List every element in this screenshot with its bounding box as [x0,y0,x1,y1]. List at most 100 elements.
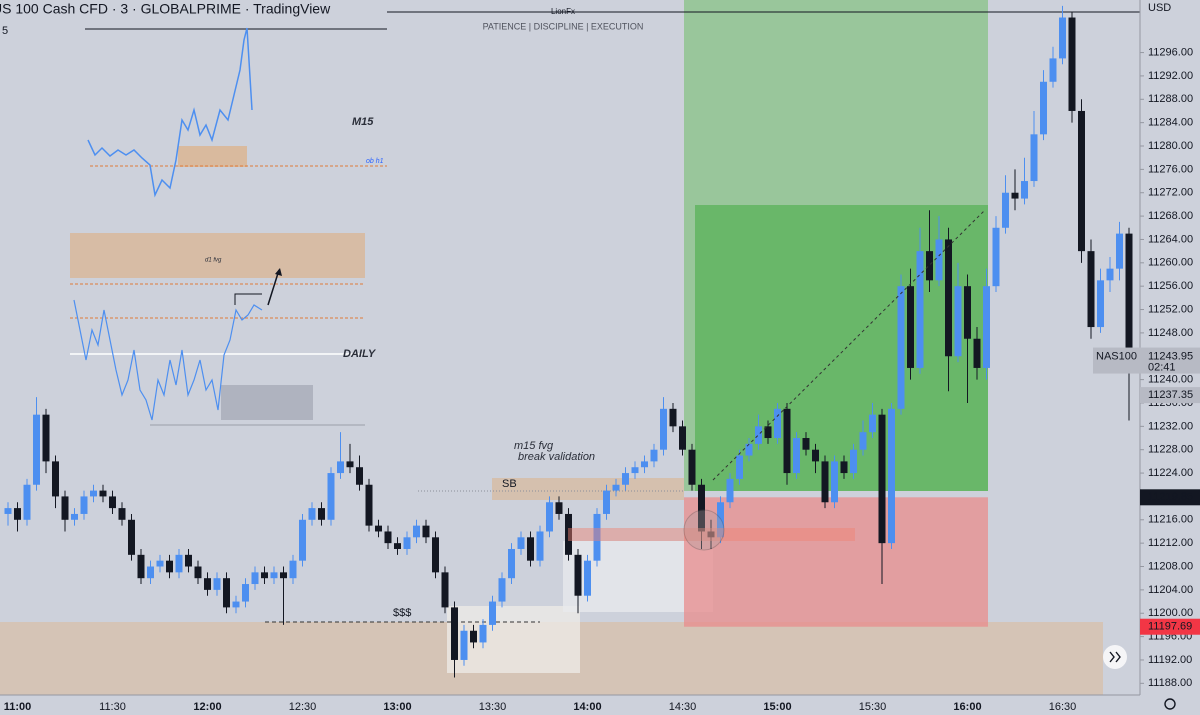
candle-body [1078,110,1085,252]
candle-body [650,449,658,462]
inset-line [234,293,262,305]
candle-body [99,490,107,497]
candle-body [4,508,12,514]
y-tick-label: 11268.00 [1148,210,1193,222]
candle-body [1021,181,1028,199]
candle-body [33,414,40,485]
candle-body [527,537,534,561]
watermark-tagline: PATIENCE | DISCIPLINE | EXECUTION [483,21,644,31]
settings-button[interactable] [1164,698,1176,710]
candle-body [280,572,287,579]
candle-body [660,408,667,450]
drawings-front: US 100 Cash CFD · 3 · GLOBALPRIME · Trad… [0,1,986,619]
highlight-box [447,606,580,673]
candle-body [612,484,620,491]
y-tick-label: 11288.00 [1148,93,1193,105]
price-tag [1140,489,1200,506]
price-tag-label: 11219.85 [1148,491,1193,503]
annotation: M15 [352,116,374,128]
candle-body [346,461,354,468]
candle-body [878,414,886,544]
candle-body [888,408,895,544]
candle-body [1068,17,1076,111]
candle-body [327,473,335,520]
y-tick-label: 11204.00 [1148,584,1193,596]
entry-circle [683,509,725,551]
x-tick-label: 11:00 [4,701,32,713]
target-zone-inner [695,205,988,491]
candle-body [422,525,430,538]
candle-body [109,496,116,509]
candle-body [1040,81,1047,135]
inset-price [87,27,253,198]
candle-body [935,239,943,281]
candle-body [137,554,145,579]
inset-price [73,299,263,421]
symbol-title: US 100 Cash CFD · 3 · GLOBALPRIME · Trad… [0,1,331,17]
candle-body [593,513,601,561]
annotation: m15 fvg [514,440,554,452]
y-tick-label: 11264.00 [1148,233,1193,245]
candles [4,5,1133,678]
candle-body [669,408,677,427]
interval-badge[interactable]: 5 [2,25,8,37]
candle-body [812,449,819,462]
scroll-button[interactable] [1103,645,1127,669]
candle-body [337,461,344,474]
candle-body [698,484,705,532]
candle-body [23,484,31,520]
annotation: DAILY [343,348,377,360]
candle-body [356,467,363,485]
candle-body [546,502,553,532]
candle-body [954,286,962,357]
candle-body [1125,233,1133,357]
fvg-box [568,528,855,541]
y-tick-label: 11208.00 [1148,560,1193,572]
candle-body [470,630,477,643]
candle-body [118,508,126,520]
candle-body [641,461,648,468]
y-tick-label: 11292.00 [1148,70,1193,82]
candle-body [755,426,762,444]
candle-body [80,496,88,514]
x-tick-label: 12:00 [193,701,221,713]
candle-body [498,578,506,602]
candle-body [717,502,724,538]
candle-body [1097,280,1104,328]
y-tick-label: 11276.00 [1148,163,1193,175]
candle-body [242,584,249,602]
y-tick-label: 11240.00 [1148,374,1193,386]
candle-body [14,508,21,520]
candle-body [973,338,981,368]
countdown-label: 02:41 [1148,361,1176,373]
candle-body [802,438,810,450]
candle-body [270,572,278,579]
y-tick-label: 11260.00 [1148,257,1193,269]
y-tick-label: 11296.00 [1148,46,1193,58]
candle-body [489,601,496,625]
candle-body [166,560,173,573]
candle-body [403,537,411,549]
candle-body [365,484,373,526]
candle-body [565,513,572,555]
candle-body [707,531,715,538]
candle-body [850,449,857,474]
candle-body [318,508,325,520]
last-price-label: 11243.95 [1148,350,1193,362]
candle-body [71,513,78,520]
sb-zone [492,478,684,500]
annotation: $$$ [393,607,411,619]
candle-body [631,467,639,474]
candle-body [232,601,240,608]
candle-body [726,478,734,503]
x-tick-label: 16:30 [1049,701,1077,713]
candle-body [460,630,468,660]
symbol-label: NAS100 [1096,350,1137,362]
candle-body [213,578,221,590]
candle-body [897,286,905,409]
candle-body [517,537,525,549]
candle-body [1002,192,1009,228]
price-tag-label: 11197.69 [1148,621,1192,633]
watermark-name: LionFx [551,7,575,16]
